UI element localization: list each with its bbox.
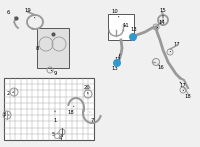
Circle shape — [113, 59, 121, 67]
Text: 18: 18 — [183, 90, 191, 98]
Text: 13: 13 — [112, 63, 118, 71]
Bar — [37, 28, 69, 68]
Text: 17: 17 — [170, 41, 180, 52]
Text: 20: 20 — [84, 85, 90, 94]
Text: 8: 8 — [35, 46, 39, 51]
Text: 18: 18 — [68, 106, 74, 115]
Text: 14: 14 — [157, 20, 165, 28]
Text: 4: 4 — [58, 134, 62, 141]
Text: 16: 16 — [158, 64, 164, 70]
Text: 3: 3 — [2, 112, 9, 117]
Circle shape — [129, 33, 137, 41]
Text: 6: 6 — [6, 10, 16, 18]
Text: 2: 2 — [6, 91, 14, 96]
Text: 12: 12 — [115, 54, 121, 61]
Text: 19: 19 — [25, 7, 35, 18]
Bar — [4, 78, 94, 140]
Text: 11: 11 — [123, 22, 129, 27]
Text: 17: 17 — [180, 82, 186, 87]
Text: 7: 7 — [90, 112, 94, 122]
Text: 13: 13 — [131, 26, 137, 36]
Bar — [108, 14, 134, 40]
Text: 10: 10 — [112, 9, 119, 17]
Text: 1: 1 — [53, 111, 57, 122]
Text: 5: 5 — [51, 132, 58, 137]
Text: 9: 9 — [51, 70, 57, 76]
Text: 15: 15 — [160, 7, 166, 18]
